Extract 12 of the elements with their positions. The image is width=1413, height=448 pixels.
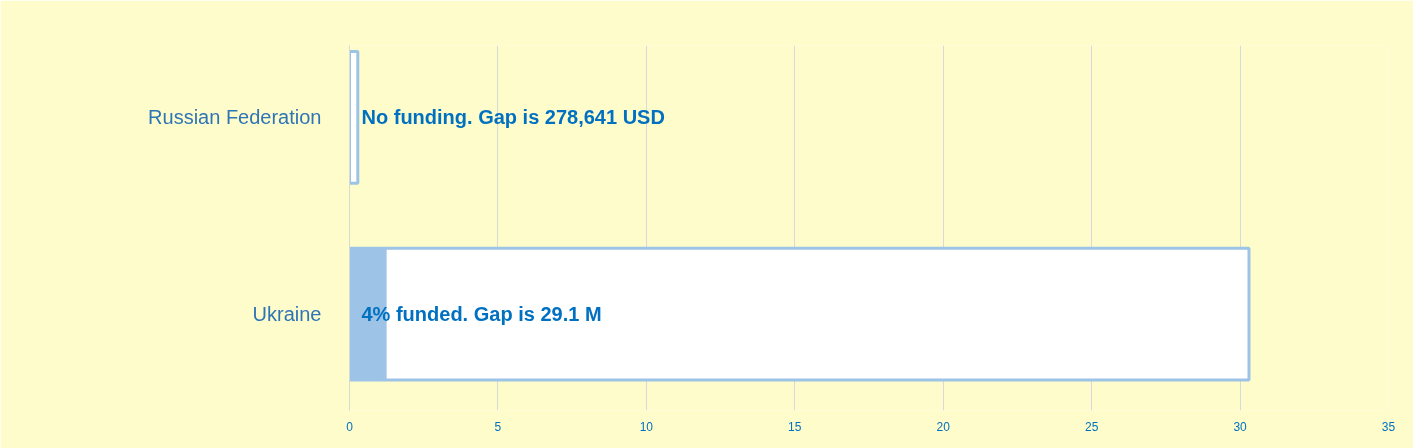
- x-tick-label: 30: [1233, 419, 1248, 434]
- y-tick-label: Ukraine: [252, 303, 322, 326]
- bar: [349, 49, 360, 185]
- x-tick-label: 5: [494, 419, 502, 434]
- x-tick-label: 0: [346, 419, 354, 434]
- x-tick-label: 10: [639, 419, 654, 434]
- x-tick-label: 25: [1084, 419, 1099, 434]
- annotation: No funding. Gap is 278,641 USD: [361, 106, 665, 129]
- x-tick-label: 20: [936, 419, 951, 434]
- y-tick-label: Russian Federation: [148, 106, 322, 129]
- x-tick-label: 35: [1381, 419, 1396, 434]
- x-tick-label: 15: [788, 419, 802, 434]
